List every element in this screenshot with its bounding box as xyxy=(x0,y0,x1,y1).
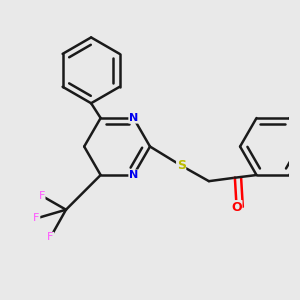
Text: S: S xyxy=(177,159,186,172)
Text: F: F xyxy=(33,213,40,223)
Text: N: N xyxy=(129,113,138,123)
Text: N: N xyxy=(129,170,138,180)
Text: F: F xyxy=(47,232,54,242)
Text: F: F xyxy=(39,191,45,201)
Text: O: O xyxy=(231,201,242,214)
